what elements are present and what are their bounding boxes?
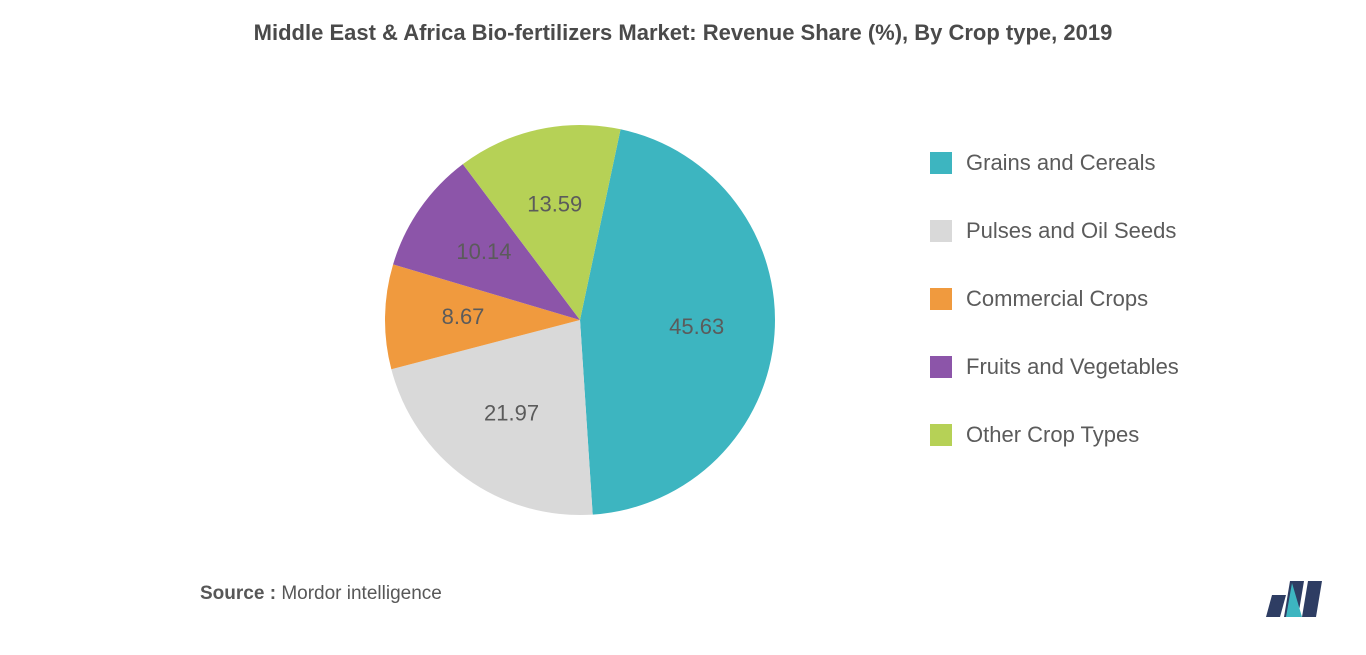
legend-label: Pulses and Oil Seeds [966, 218, 1176, 244]
brand-logo [1262, 575, 1330, 621]
legend-swatch [930, 356, 952, 378]
pie-data-label: 45.63 [669, 314, 724, 339]
pie-data-label: 10.14 [456, 239, 511, 264]
legend-item: Grains and Cereals [930, 150, 1179, 176]
legend-swatch [930, 288, 952, 310]
pie-data-label: 21.97 [484, 401, 539, 426]
legend-swatch [930, 152, 952, 174]
logo-bar [1266, 595, 1286, 617]
logo-bar [1302, 581, 1322, 617]
legend-label: Commercial Crops [966, 286, 1148, 312]
legend-item: Other Crop Types [930, 422, 1179, 448]
legend-label: Grains and Cereals [966, 150, 1156, 176]
legend-swatch [930, 220, 952, 242]
legend-item: Fruits and Vegetables [930, 354, 1179, 380]
chart-title: Middle East & Africa Bio-fertilizers Mar… [0, 20, 1366, 46]
legend-item: Pulses and Oil Seeds [930, 218, 1179, 244]
pie-chart: 45.63 21.97 8.67 10.14 13.59 [360, 100, 800, 540]
source-label: Source : [200, 583, 276, 604]
legend-item: Commercial Crops [930, 286, 1179, 312]
legend-label: Fruits and Vegetables [966, 354, 1179, 380]
source-value: Mordor intelligence [281, 583, 442, 604]
legend-swatch [930, 424, 952, 446]
legend-label: Other Crop Types [966, 422, 1139, 448]
pie-data-label: 13.59 [527, 192, 582, 217]
source-line: Source : Mordor intelligence [200, 583, 442, 605]
legend: Grains and Cereals Pulses and Oil Seeds Co… [930, 150, 1179, 448]
pie-data-label: 8.67 [442, 304, 485, 329]
